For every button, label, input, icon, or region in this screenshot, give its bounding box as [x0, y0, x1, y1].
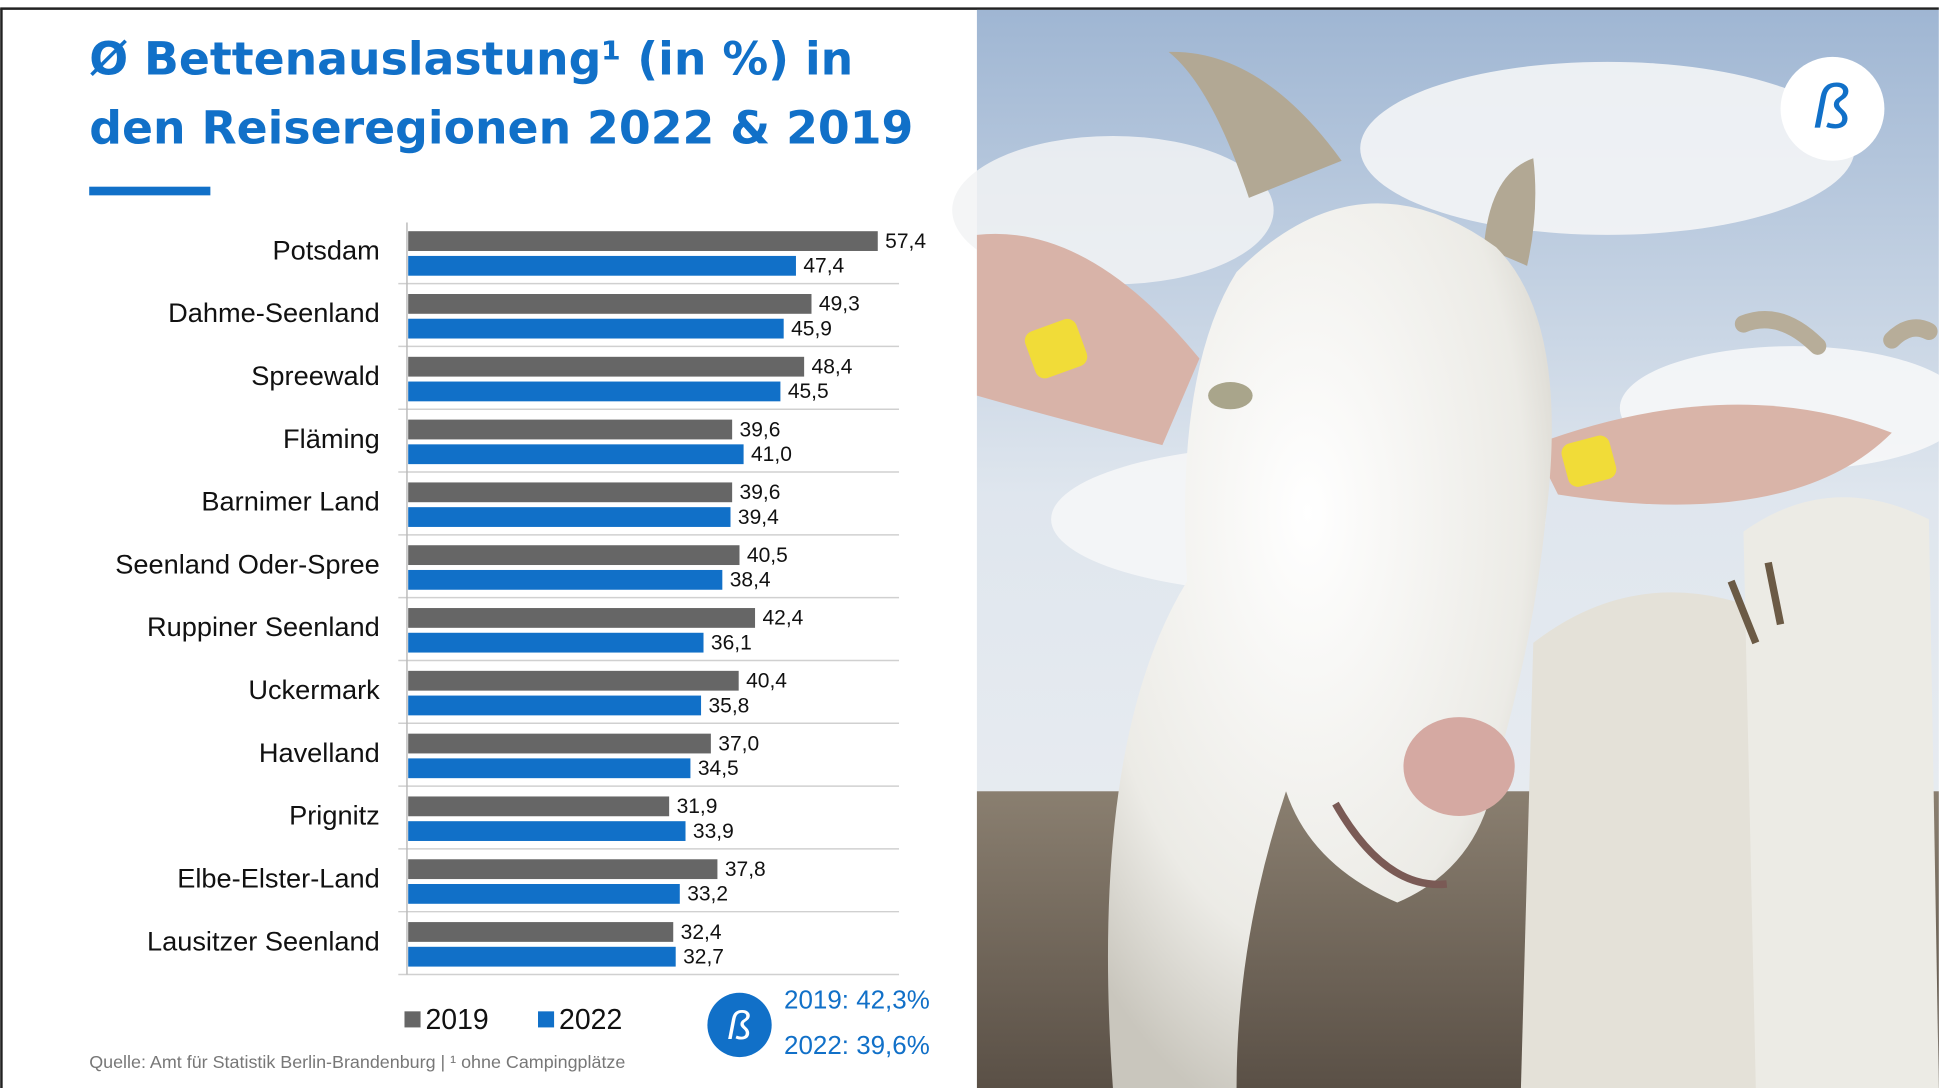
bar — [408, 859, 717, 879]
value-label: 32,7 — [683, 945, 724, 968]
source-note: Quelle: Amt für Statistik Berlin-Branden… — [89, 1052, 625, 1072]
value-label: 40,4 — [746, 670, 787, 693]
y-tick-label: Uckermark — [248, 674, 380, 705]
value-label: 39,4 — [738, 506, 779, 529]
y-tick-label: Elbe-Elster-Land — [177, 862, 379, 893]
y-tick-label: Prignitz — [289, 800, 380, 831]
bar — [408, 758, 690, 778]
value-label: 40,5 — [747, 544, 788, 567]
y-tick-label: Havelland — [259, 737, 380, 768]
legend-swatch — [404, 1011, 420, 1027]
bar — [408, 482, 732, 502]
value-label: 37,8 — [725, 858, 766, 881]
bar — [408, 507, 730, 527]
y-tick-label: Barnimer Land — [201, 486, 379, 517]
value-label: 57,4 — [885, 230, 926, 253]
value-label: 37,0 — [718, 732, 759, 755]
bar — [408, 633, 703, 653]
summary: 2022: 39,6% — [784, 1030, 930, 1060]
y-tick-label: Seenland Oder-Spree — [115, 548, 380, 579]
legend-swatch — [538, 1011, 554, 1027]
value-label: 45,9 — [791, 317, 832, 340]
value-label: 33,2 — [687, 883, 728, 906]
bar — [408, 545, 739, 565]
bar — [408, 231, 878, 251]
bar — [408, 420, 732, 440]
bar — [408, 608, 755, 628]
svg-text:ß: ß — [1814, 73, 1852, 142]
value-label: 39,6 — [740, 418, 781, 441]
bar — [408, 922, 673, 942]
value-label: 39,6 — [740, 481, 781, 504]
value-label: 49,3 — [819, 293, 860, 316]
bar — [408, 319, 783, 339]
bar — [408, 382, 780, 402]
bar — [408, 884, 680, 904]
y-tick-label: Ruppiner Seenland — [147, 611, 380, 642]
value-label: 35,8 — [708, 694, 749, 717]
y-tick-label: Spreewald — [251, 360, 379, 391]
value-label: 31,9 — [677, 795, 718, 818]
legend-label: 2019 — [426, 1004, 489, 1036]
legend-label: 2022 — [559, 1004, 622, 1036]
y-tick-label: Potsdam — [272, 234, 379, 265]
bar — [408, 671, 738, 691]
bar — [408, 357, 804, 377]
value-label: 42,4 — [762, 607, 803, 630]
bar — [408, 294, 811, 314]
bar — [408, 444, 743, 464]
value-label: 33,9 — [693, 820, 734, 843]
value-label: 38,4 — [730, 569, 771, 592]
value-label: 47,4 — [803, 255, 844, 278]
value-label: 48,4 — [812, 355, 853, 378]
bar — [408, 570, 722, 590]
bar — [408, 256, 796, 276]
title-underline — [89, 187, 210, 196]
bar — [408, 734, 711, 754]
y-tick-label: Dahme-Seenland — [168, 297, 380, 328]
value-label: 45,5 — [788, 380, 829, 403]
value-label: 34,5 — [698, 757, 739, 780]
summary: 2019: 42,3% — [784, 984, 930, 1014]
slide: ß Ø Bettenauslastung¹ (in %) in den Reis… — [0, 0, 1939, 1088]
value-label: 36,1 — [711, 631, 752, 654]
y-tick-label: Lausitzer Seenland — [147, 925, 380, 956]
y-tick-label: Fläming — [283, 423, 380, 454]
bar — [408, 947, 676, 967]
value-label: 32,4 — [681, 921, 722, 944]
chart-title: den Reiseregionen 2022 & 2019 — [89, 102, 913, 155]
chart-title: Ø Bettenauslastung¹ (in %) in — [89, 32, 853, 85]
value-label: 41,0 — [751, 443, 792, 466]
photo: ß — [952, 10, 1939, 1088]
bar — [408, 796, 669, 816]
bar — [408, 696, 701, 716]
bar — [408, 821, 685, 841]
logo-mark: ß — [727, 1004, 751, 1048]
page: {"chart_data": { "type": "bar", "orienta… — [0, 0, 1939, 1088]
